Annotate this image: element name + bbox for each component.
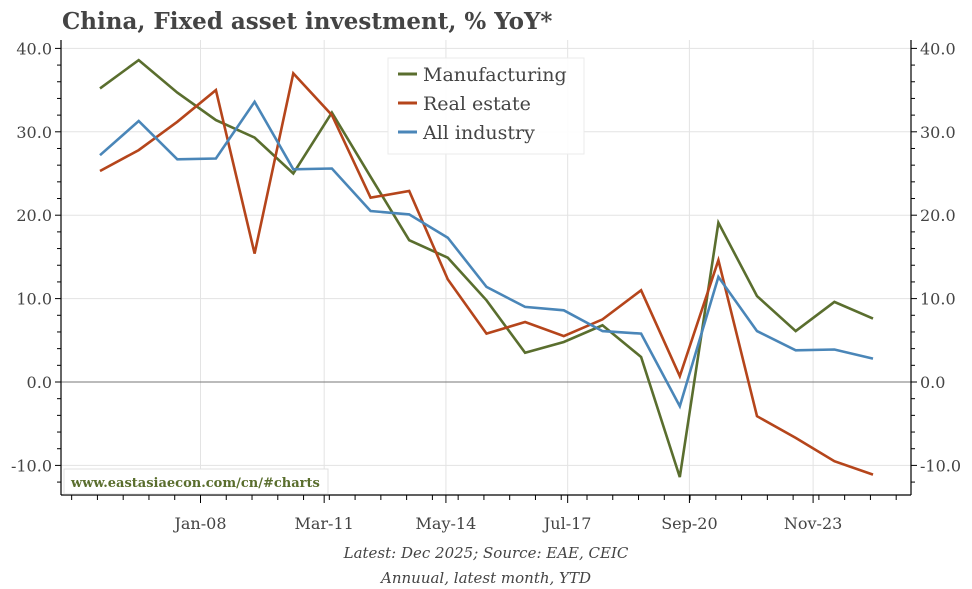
x-axis: Jan-08 Mar-11 May-14 Jul-17 Sep-20 Nov-23 (61, 494, 911, 533)
chart-title: China, Fixed asset investment, % YoY* (62, 8, 552, 35)
x-tick-label: Jan-08 (172, 514, 226, 533)
y-tick-label-left: 30.0 (16, 123, 52, 142)
watermark: www.eastasiaecon.com/cn/#charts (63, 468, 329, 495)
x-tick-label: Jul-17 (542, 514, 592, 533)
legend-label: Manufacturing (423, 64, 567, 86)
y-tick-label-left: -10.0 (11, 456, 52, 475)
y-tick-label-left: 20.0 (16, 206, 52, 225)
y-axis-left: -10.0 0.0 10.0 20.0 30.0 40.0 (11, 39, 62, 495)
legend-label: Real estate (423, 93, 531, 115)
y-tick-label-right: -10.0 (920, 456, 961, 475)
watermark-box (63, 468, 329, 495)
series-line-real-estate (99, 70, 874, 476)
series-lines (99, 58, 874, 478)
y-axis-right: -10.0 0.0 10.0 20.0 30.0 40.0 (910, 39, 961, 495)
legend-box (387, 57, 585, 155)
y-tick-label-right: 20.0 (920, 206, 956, 225)
y-tick-label-left: 0.0 (27, 373, 52, 392)
x-tick-label: May-14 (416, 514, 477, 533)
legend: Manufacturing Real estate All industry (387, 57, 585, 155)
footer-note: Annuual, latest month, YTD (379, 569, 591, 587)
x-tick-label: Nov-23 (784, 514, 842, 533)
series-line-all-industry (99, 99, 874, 410)
legend-label: All industry (422, 122, 535, 144)
y-tick-label-right: 10.0 (920, 290, 956, 309)
y-tick-label-right: 40.0 (920, 39, 956, 58)
watermark-text: www.eastasiaecon.com/cn/#charts (70, 476, 320, 491)
series-line-manufacturing (99, 58, 874, 478)
footer-source: Latest: Dec 2025; Source: EAE, CEIC (343, 544, 629, 562)
y-tick-label-left: 40.0 (16, 39, 52, 58)
y-tick-label-right: 30.0 (920, 123, 956, 142)
x-tick-label: Sep-20 (661, 514, 717, 533)
y-tick-label-right: 0.0 (920, 373, 945, 392)
y-tick-label-left: 10.0 (16, 290, 52, 309)
x-tick-label: Mar-11 (294, 514, 353, 533)
